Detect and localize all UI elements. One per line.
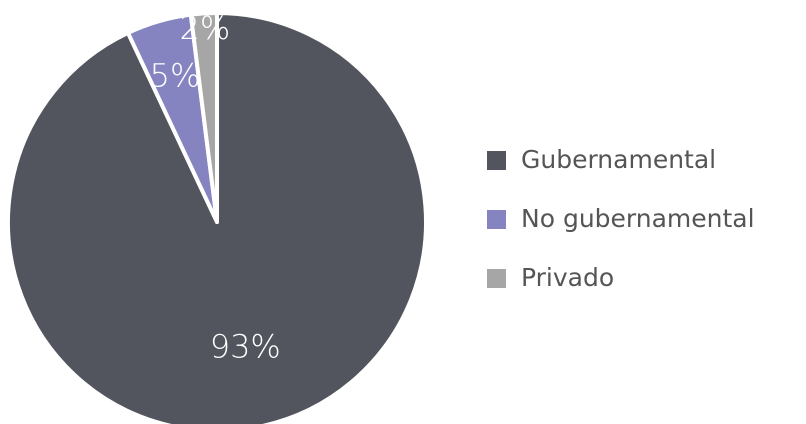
legend-swatch xyxy=(487,269,506,288)
pie-slice xyxy=(188,11,219,224)
legend-label: Privado xyxy=(521,263,614,292)
legend-swatch xyxy=(487,210,506,229)
data-label: 2% xyxy=(180,9,231,47)
data-label: 5% xyxy=(150,56,201,94)
legend-label: No gubernamental xyxy=(521,204,755,233)
data-label: 93% xyxy=(210,327,281,365)
legend-label: Gubernamental xyxy=(521,145,716,174)
pie-slice xyxy=(6,11,428,424)
legend-swatch xyxy=(487,151,506,170)
